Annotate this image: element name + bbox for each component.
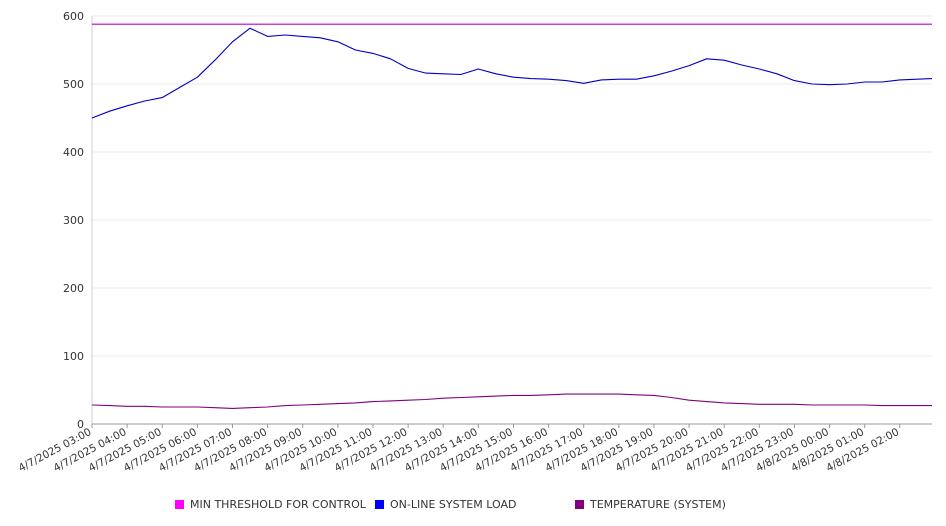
legend: MIN THRESHOLD FOR CONTROL ON-LINE SYSTEM…	[0, 498, 946, 514]
legend-swatch-temperature	[575, 500, 584, 509]
y-tick-label: 500	[63, 78, 84, 91]
y-tick-label: 400	[63, 146, 84, 159]
legend-label-temperature: TEMPERATURE (SYSTEM)	[590, 498, 726, 511]
legend-label-system-load: ON-LINE SYSTEM LOAD	[390, 498, 517, 511]
series-temperature-line	[91, 393, 932, 409]
legend-swatch-min-threshold	[175, 500, 184, 509]
grid-lines	[92, 15, 932, 357]
legend-item-temperature: TEMPERATURE (SYSTEM)	[575, 498, 726, 511]
series-lines	[91, 23, 933, 409]
y-tick-label: 0	[77, 418, 84, 431]
y-tick-label: 600	[63, 10, 84, 23]
legend-label-min-threshold: MIN THRESHOLD FOR CONTROL	[190, 498, 366, 511]
legend-item-system-load: ON-LINE SYSTEM LOAD	[375, 498, 516, 511]
series-system-load-line	[91, 27, 933, 119]
legend-swatch-system-load	[375, 500, 384, 509]
legend-item-min-threshold: MIN THRESHOLD FOR CONTROL	[175, 498, 366, 511]
y-tick-label: 300	[63, 214, 84, 227]
x-axis-ticks: 4/7/2025 03:004/7/2025 04:004/7/2025 05:…	[16, 424, 901, 475]
y-axis-ticks: 0 100 200 300 400 500 600	[63, 10, 84, 431]
y-tick-label: 200	[63, 282, 84, 295]
y-tick-label: 100	[63, 350, 84, 363]
